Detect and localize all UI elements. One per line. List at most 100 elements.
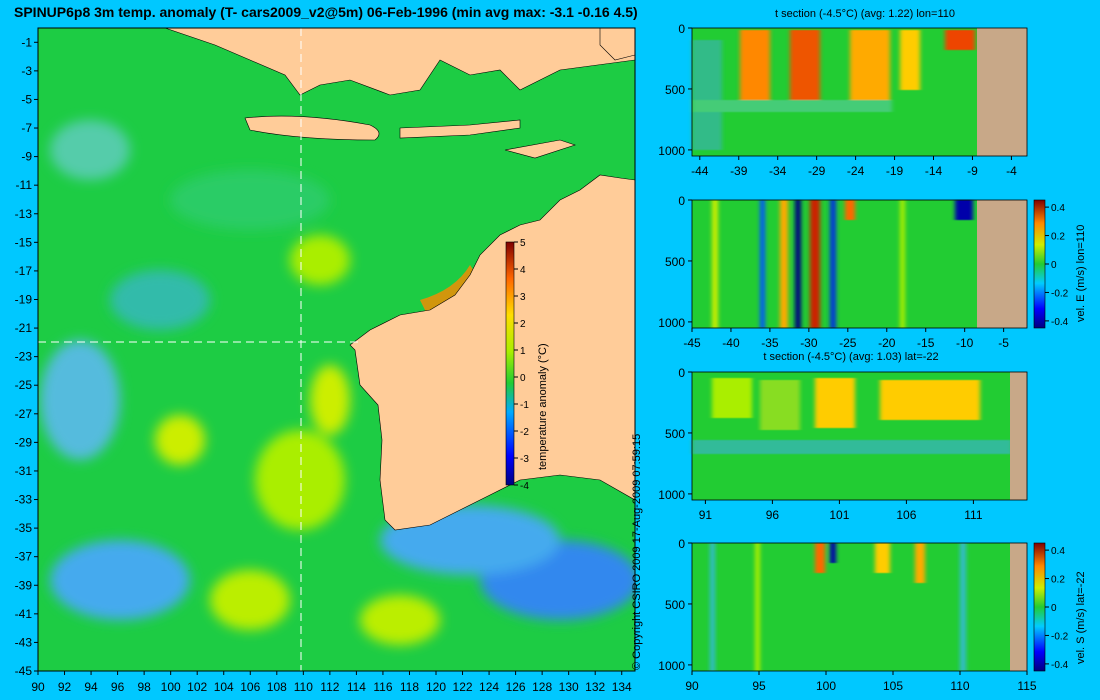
warm-coastal-band (420, 265, 480, 320)
section3-title: t section (-4.5°C) (avg: 1.03) lat=-22 (763, 351, 938, 363)
map-x-tick-label: 126 (506, 680, 526, 694)
section-x-tick-label: -4 (1006, 164, 1017, 178)
map-y-tick-label: -35 (15, 521, 33, 535)
map-y-tick-label: -1 (21, 35, 32, 49)
map-frame (37, 27, 636, 672)
map-y-tick-label: -9 (21, 150, 32, 164)
map-y-tick-label: -31 (15, 464, 33, 478)
map-x-tick-label: 118 (400, 680, 419, 694)
section-x-tick-label: 90 (685, 679, 699, 693)
section-x-tick-label: -19 (886, 164, 904, 178)
figure-title: SPINUP6p8 3m temp. anomaly (T- cars2009_… (14, 4, 638, 20)
section-x-tick-label: 115 (1017, 679, 1036, 693)
vel-colorbar-tick-label: 0 (1051, 603, 1057, 614)
map-colorbar-tick-label: 5 (520, 238, 526, 249)
map-x-tick-label: 106 (240, 680, 260, 694)
map-y-tick-label: -33 (15, 493, 33, 507)
section-y-tick-label: 1000 (658, 316, 685, 330)
map-x-tick-label: 92 (58, 680, 72, 694)
section-x-tick-label: -15 (917, 336, 935, 350)
vel-colorbar-tick-label: 0 (1051, 260, 1057, 271)
map-x-tick-label: 116 (373, 680, 392, 694)
section-x-tick-label: -34 (769, 164, 787, 178)
map-colorbar-tick-label: -4 (520, 481, 529, 492)
land-masses (164, 28, 635, 531)
lesser-sunda (399, 119, 521, 139)
section-x-tick-label: 91 (699, 508, 713, 522)
map-y-axis: -1 -3 -5 -7 -9 -11 -13 -15 -17 -19 -21 -23 -25 -27 -29… (15, 35, 38, 678)
map-x-tick-label: 130 (559, 680, 579, 694)
map-y-tick-label: -17 (15, 264, 33, 278)
map-colorbar-label: temperature anomaly (°C) (537, 343, 549, 470)
map-colorbar-tick-label: 2 (520, 319, 526, 330)
map-y-tick-label: -37 (15, 550, 33, 564)
section-y-tick-label: 0 (678, 194, 685, 208)
section1-title: t section (-4.5°C) (avg: 1.22) lon=110 (775, 8, 955, 20)
map-y-tick-label: -13 (15, 207, 33, 221)
section-x-tick-label: 105 (883, 679, 903, 693)
map-x-tick-label: 96 (111, 680, 125, 694)
vel-colorbar-tick-label: 0.2 (1051, 575, 1065, 586)
vel-s-colorbar-label: vel. S (m/s) lat=-22 (1075, 571, 1087, 664)
map-y-tick-label: -23 (15, 350, 33, 364)
map-y-tick-label: -19 (15, 292, 33, 306)
map-x-axis: 90 92 94 96 98 100 102 104 106 108 110 112 114 116 118… (31, 671, 632, 694)
map-x-tick-label: 124 (479, 680, 499, 694)
section-x-tick-label: -45 (683, 336, 701, 350)
vel-colorbar-tick-label: -0.2 (1051, 631, 1069, 642)
section-y-tick-label: 0 (678, 537, 685, 551)
map-x-tick-label: 100 (161, 680, 181, 694)
vel-e-colorbar-label: vel. E (m/s) lon=110 (1075, 225, 1087, 322)
temp-section-lon110 (691, 27, 1028, 157)
section-x-tick-label: 96 (766, 508, 780, 522)
java (244, 115, 380, 141)
vel-colorbar-tick-label: 0.2 (1051, 232, 1065, 243)
section-x-tick-label: -29 (808, 164, 826, 178)
vel-colorbar-tick-label: -0.4 (1051, 317, 1069, 328)
map-y-tick-label: -41 (15, 607, 33, 621)
section-x-tick-label: -25 (839, 336, 857, 350)
map-colorbar-tick-label: -2 (520, 427, 529, 438)
map-colorbar-tick-label: 4 (520, 265, 526, 276)
map-x-tick-label: 110 (294, 680, 313, 694)
map-x-tick-label: 94 (84, 680, 98, 694)
section-x-tick-label: 101 (829, 508, 849, 522)
map-y-tick-label: -7 (21, 121, 32, 135)
temp-section-lat-22 (691, 371, 1028, 501)
section-x-tick-label: -9 (967, 164, 978, 178)
map-colorbar-tick-label: 0 (520, 373, 526, 384)
section-y-tick-label: 1000 (658, 144, 685, 158)
vel-e-section-lon110: 0.4 0.2 0 -0.2 -0.4 vel. E (m/s) lon=110 (691, 199, 1087, 329)
section-x-tick-label: 111 (964, 508, 983, 522)
section-y-tick-label: 1000 (658, 659, 685, 673)
section-y-tick-label: 1000 (658, 488, 685, 502)
map-colorbar-tick-label: 3 (520, 292, 526, 303)
vel-colorbar-tick-label: -0.2 (1051, 288, 1069, 299)
new-guinea (599, 28, 635, 61)
map-x-tick-label: 128 (532, 680, 552, 694)
vel-colorbar-tick-label: 0.4 (1051, 203, 1065, 214)
section-x-tick-label: -35 (761, 336, 779, 350)
map-colorbar: 5 4 3 2 1 0 -1 -2 -3 -4 temperature anomaly (°C) (505, 238, 549, 492)
map-y-tick-label: -43 (15, 635, 33, 649)
section-x-tick-label: -5 (998, 336, 1009, 350)
map-y-tick-label: -11 (16, 178, 33, 192)
map-y-tick-label: -3 (21, 64, 32, 78)
map-y-tick-label: -39 (15, 578, 33, 592)
map-x-tick-label: 114 (347, 680, 366, 694)
map-colorbar-gradient (505, 241, 515, 486)
section-x-tick-label: -39 (730, 164, 748, 178)
section-y-tick-label: 0 (678, 22, 685, 36)
section-x-tick-label: 110 (950, 679, 969, 693)
map-x-tick-label: 134 (612, 680, 632, 694)
map-y-tick-label: -45 (15, 664, 33, 678)
section-x-tick-label: -10 (956, 336, 974, 350)
sumatra-borneo (164, 28, 635, 96)
vel-s-colorbar (1033, 542, 1046, 672)
map-colorbar-tick-label: -1 (520, 400, 529, 411)
section-x-tick-label: -20 (878, 336, 896, 350)
map-y-tick-label: -27 (15, 407, 33, 421)
section-x-tick-label: -14 (925, 164, 943, 178)
